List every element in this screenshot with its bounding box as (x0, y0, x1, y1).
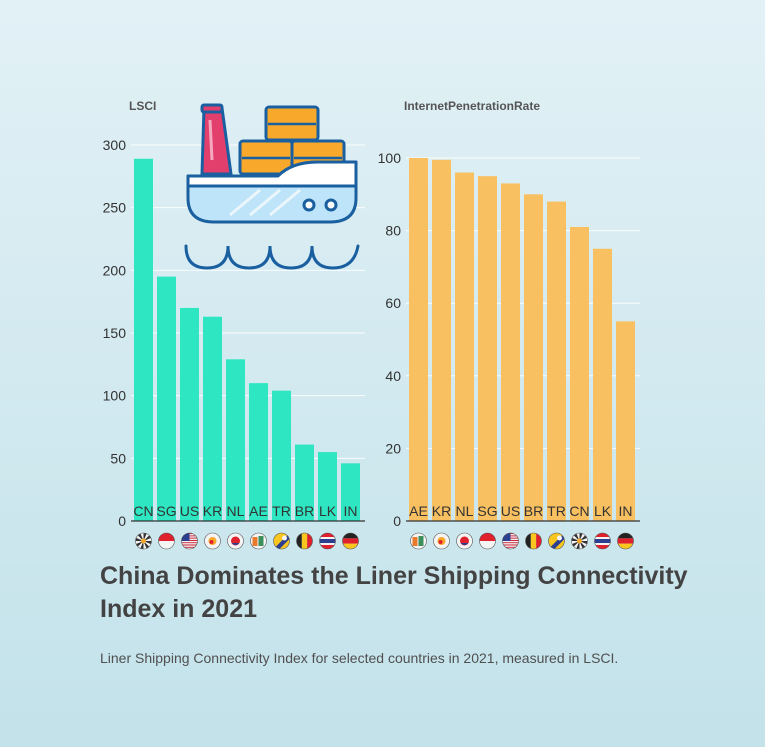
flag-tr-icon (548, 532, 565, 550)
flag-kr-icon (204, 532, 221, 550)
bar-tr (272, 390, 291, 521)
bar-in (616, 321, 635, 521)
bar-tr (547, 201, 566, 521)
flag-us-icon (502, 532, 519, 550)
y-tick-label: 100 (378, 150, 402, 166)
x-tick-label: IN (619, 503, 633, 519)
y-tick-label: 60 (385, 295, 401, 311)
x-tick-label: AE (409, 503, 428, 519)
flag-nl-icon (227, 532, 244, 550)
flag-kr-icon (433, 532, 450, 550)
page-title: China Dominates the Liner Shipping Conne… (100, 562, 688, 623)
bar-br (524, 194, 543, 522)
y-tick-label: 50 (110, 450, 126, 466)
y-tick-label: 250 (103, 200, 127, 216)
y-tick-label: 0 (393, 513, 401, 529)
x-tick-label: SG (477, 503, 497, 519)
flag-ae-icon (410, 532, 427, 550)
flag-in-icon (342, 532, 359, 550)
bar-lk (593, 248, 612, 521)
y-tick-label: 100 (103, 388, 127, 404)
x-tick-label: AE (249, 503, 268, 519)
bar-cn (134, 158, 153, 521)
flag-cn-icon (135, 532, 152, 550)
internet-penetration-chart: InternetPenetrationRate 0 20 40 60 80 100 AE KR N… (378, 99, 640, 550)
bar-kr (432, 159, 451, 521)
cargo-ship-icon (184, 103, 360, 270)
y-tick-label: 150 (103, 325, 127, 341)
flag-tr-icon (273, 532, 290, 550)
x-tick-label: TR (272, 503, 291, 519)
x-tick-label: KR (203, 503, 222, 519)
x-tick-label: LK (319, 503, 337, 519)
flag-lk-icon (319, 532, 336, 550)
flag-sg-icon (158, 532, 175, 550)
x-tick-label: US (501, 503, 520, 519)
bar-nl (226, 359, 245, 521)
y-tick-label: 0 (118, 513, 126, 529)
y-tick-label: 300 (103, 137, 127, 153)
bar-cn (570, 226, 589, 521)
bar-nl (455, 172, 474, 521)
y-tick-label: 40 (385, 368, 401, 384)
flag-in-icon (617, 532, 634, 550)
y-tick-label: 200 (103, 262, 127, 278)
bar-sg (478, 176, 497, 521)
bar-in (341, 463, 360, 521)
x-tick-label: LK (594, 503, 612, 519)
x-tick-label: BR (295, 503, 314, 519)
chart-title: InternetPenetrationRate (404, 99, 540, 113)
y-tick-label: 20 (385, 440, 401, 456)
x-tick-label: CN (569, 503, 589, 519)
x-tick-label: SG (156, 503, 176, 519)
x-tick-label: IN (344, 503, 358, 519)
x-tick-label: CN (133, 503, 153, 519)
x-tick-label: NL (227, 503, 245, 519)
y-tick-label: 80 (385, 223, 401, 239)
page-subtitle: Liner Shipping Connectivity Index for se… (100, 650, 619, 666)
flag-ae-icon (250, 532, 267, 550)
lsci-chart: LSCI 0 50 100 150 200 250 300 CN SG US KR NL AE TR BR LK… (103, 99, 365, 550)
chart-title: LSCI (129, 99, 156, 113)
bar-ae (249, 383, 268, 521)
flag-us-icon (181, 532, 198, 550)
bar-us (501, 183, 520, 521)
bar-us (180, 307, 199, 521)
bar-lk (318, 452, 337, 521)
x-tick-label: TR (547, 503, 566, 519)
bar-br (295, 444, 314, 521)
flag-br-icon (296, 532, 313, 550)
x-tick-label: NL (456, 503, 474, 519)
x-tick-label: KR (432, 503, 451, 519)
bar-sg (157, 276, 176, 521)
bar-ae (409, 158, 428, 521)
bar-kr (203, 316, 222, 521)
flag-lk-icon (594, 532, 611, 550)
flag-sg-icon (479, 532, 496, 550)
x-tick-label: US (180, 503, 199, 519)
flag-cn-icon (571, 532, 588, 550)
flag-nl-icon (456, 532, 473, 550)
flag-br-icon (525, 532, 542, 550)
x-tick-label: BR (524, 503, 543, 519)
